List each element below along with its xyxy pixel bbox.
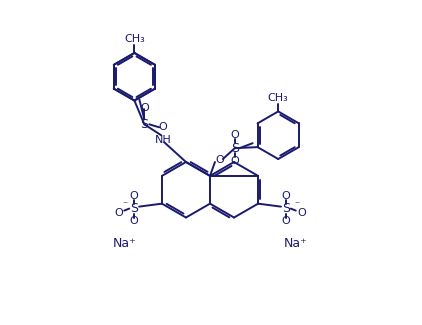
- Text: S: S: [282, 202, 290, 215]
- Text: O: O: [130, 191, 138, 201]
- Text: CH₃: CH₃: [268, 93, 289, 103]
- Text: O: O: [298, 208, 306, 217]
- Text: CH₃: CH₃: [124, 34, 145, 44]
- Text: O: O: [216, 155, 225, 165]
- Text: NH: NH: [155, 135, 171, 145]
- Text: S: S: [130, 202, 138, 215]
- Text: S: S: [141, 118, 148, 131]
- Text: O: O: [114, 208, 123, 217]
- Text: ⁻: ⁻: [123, 201, 128, 211]
- Text: Na⁺: Na⁺: [112, 237, 136, 250]
- Text: Na⁺: Na⁺: [284, 237, 308, 250]
- Text: O: O: [230, 130, 239, 140]
- Text: S: S: [231, 142, 239, 155]
- Text: O: O: [140, 103, 149, 113]
- Text: O: O: [230, 156, 239, 166]
- Text: O: O: [159, 122, 168, 132]
- Text: O: O: [130, 216, 138, 227]
- Text: O: O: [281, 191, 290, 201]
- Text: O: O: [281, 216, 290, 227]
- Text: ⁻: ⁻: [294, 201, 299, 211]
